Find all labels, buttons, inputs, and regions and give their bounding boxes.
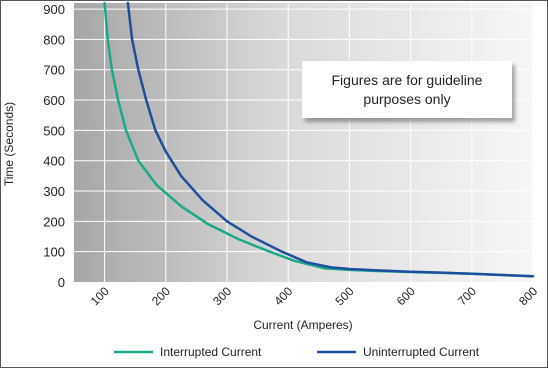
plot-area (74, 3, 533, 282)
legend: Interrupted Current Uninterrupted Curren… (114, 345, 480, 359)
y-tick-100: 100 (43, 245, 65, 260)
x-tick-100: 100 (88, 284, 112, 308)
y-tick-labels: 0 100 200 300 400 500 600 700 800 900 (43, 2, 65, 290)
y-tick-500: 500 (43, 123, 65, 138)
annotation-background (302, 61, 512, 118)
x-tick-800: 800 (516, 284, 540, 308)
legend-label-uninterrupted: Uninterrupted Current (363, 345, 480, 359)
x-tick-labels: 100 200 300 400 500 600 700 800 (88, 284, 541, 308)
y-tick-0: 0 (58, 275, 65, 290)
y-tick-300: 300 (43, 184, 65, 199)
annotation-line-1: Figures are for guideline (332, 72, 483, 88)
x-tick-400: 400 (271, 284, 295, 308)
x-tick-700: 700 (455, 284, 479, 308)
y-tick-900: 900 (43, 2, 65, 17)
x-tick-200: 200 (149, 284, 173, 308)
y-axis-label: Time (Seconds) (2, 102, 16, 186)
y-tick-800: 800 (43, 32, 65, 47)
annotation-box: Figures are for guideline purposes only (302, 61, 512, 118)
x-tick-300: 300 (210, 284, 234, 308)
annotation-line-2: purposes only (363, 91, 450, 107)
legend-label-interrupted: Interrupted Current (160, 345, 262, 359)
y-tick-200: 200 (43, 214, 65, 229)
series-group (103, 1, 535, 278)
x-tick-600: 600 (394, 284, 418, 308)
y-tick-600: 600 (43, 93, 65, 108)
series-line-2 (126, 1, 535, 278)
x-tick-500: 500 (333, 284, 357, 308)
x-axis-label: Current (Amperes) (253, 318, 352, 332)
y-tick-700: 700 (43, 63, 65, 78)
y-tick-400: 400 (43, 154, 65, 169)
